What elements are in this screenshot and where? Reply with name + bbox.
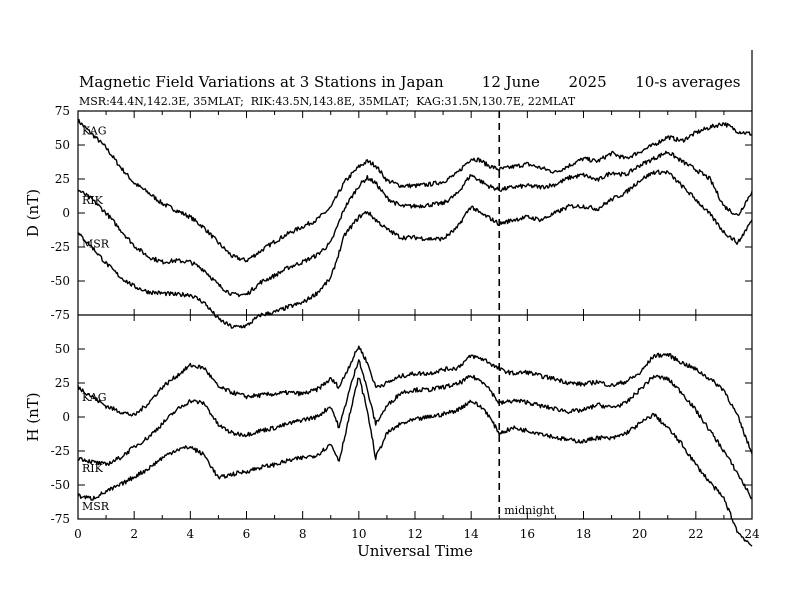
series-label-rik: RIK: [82, 462, 104, 475]
x-tick-label: 8: [299, 527, 307, 541]
y-tick-label: -50: [51, 274, 70, 288]
y-tick-label: -50: [51, 478, 70, 492]
y-tick-label: -25: [51, 240, 70, 254]
x-tick-label: 16: [520, 527, 535, 541]
series-label-rik: RIK: [82, 194, 104, 207]
x-tick-label: 20: [632, 527, 647, 541]
series-line-rik-h: [77, 359, 752, 500]
y-tick-label: 0: [62, 410, 70, 424]
y-tick-label: 25: [55, 172, 70, 186]
series-label-kag: KAG: [82, 125, 107, 138]
y-tick-label: -25: [51, 444, 70, 458]
y-tick-label: 50: [55, 138, 70, 152]
series-line-rik-d: [77, 150, 753, 298]
series-line-msr-h: [77, 377, 753, 547]
y-tick-label: 50: [55, 342, 70, 356]
series-line-kag-h: [77, 345, 753, 454]
chart-title: Magnetic Field Variations at 3 Stations …: [79, 73, 741, 91]
x-tick-label: 22: [688, 527, 703, 541]
y-tick-label: -75: [51, 512, 70, 526]
station-info-subtitle: MSR:44.4N,142.3E, 35MLAT; RIK:43.5N,143.…: [79, 95, 576, 108]
plot-ticks: [77, 110, 753, 520]
series-label-msr: MSR: [82, 237, 110, 250]
x-tick-label: 6: [243, 527, 251, 541]
x-tick-label: 0: [74, 527, 82, 541]
series-label-msr: MSR: [82, 500, 110, 513]
y-tick-label: 75: [55, 104, 70, 118]
y-axis-label: H (nT): [24, 392, 42, 441]
x-tick-label: 2: [130, 527, 138, 541]
x-tick-label: 18: [576, 527, 591, 541]
y-tick-label: 25: [55, 376, 70, 390]
x-tick-label: 12: [407, 527, 422, 541]
y-tick-label: -75: [51, 308, 70, 322]
x-tick-label: 4: [187, 527, 195, 541]
y-axis-label: D (nT): [24, 189, 42, 237]
series-label-kag: KAG: [82, 391, 107, 404]
series-line-msr-d: [77, 169, 753, 329]
x-tick-label: 24: [744, 527, 760, 541]
series-lines: [77, 118, 753, 547]
y-tick-label: 0: [62, 206, 70, 220]
x-tick-label: 10: [351, 527, 366, 541]
x-tick-label: 14: [464, 527, 480, 541]
x-axis-label: Universal Time: [357, 542, 473, 560]
midnight-label: midnight: [504, 504, 555, 517]
series-line-kag-d: [77, 118, 753, 263]
